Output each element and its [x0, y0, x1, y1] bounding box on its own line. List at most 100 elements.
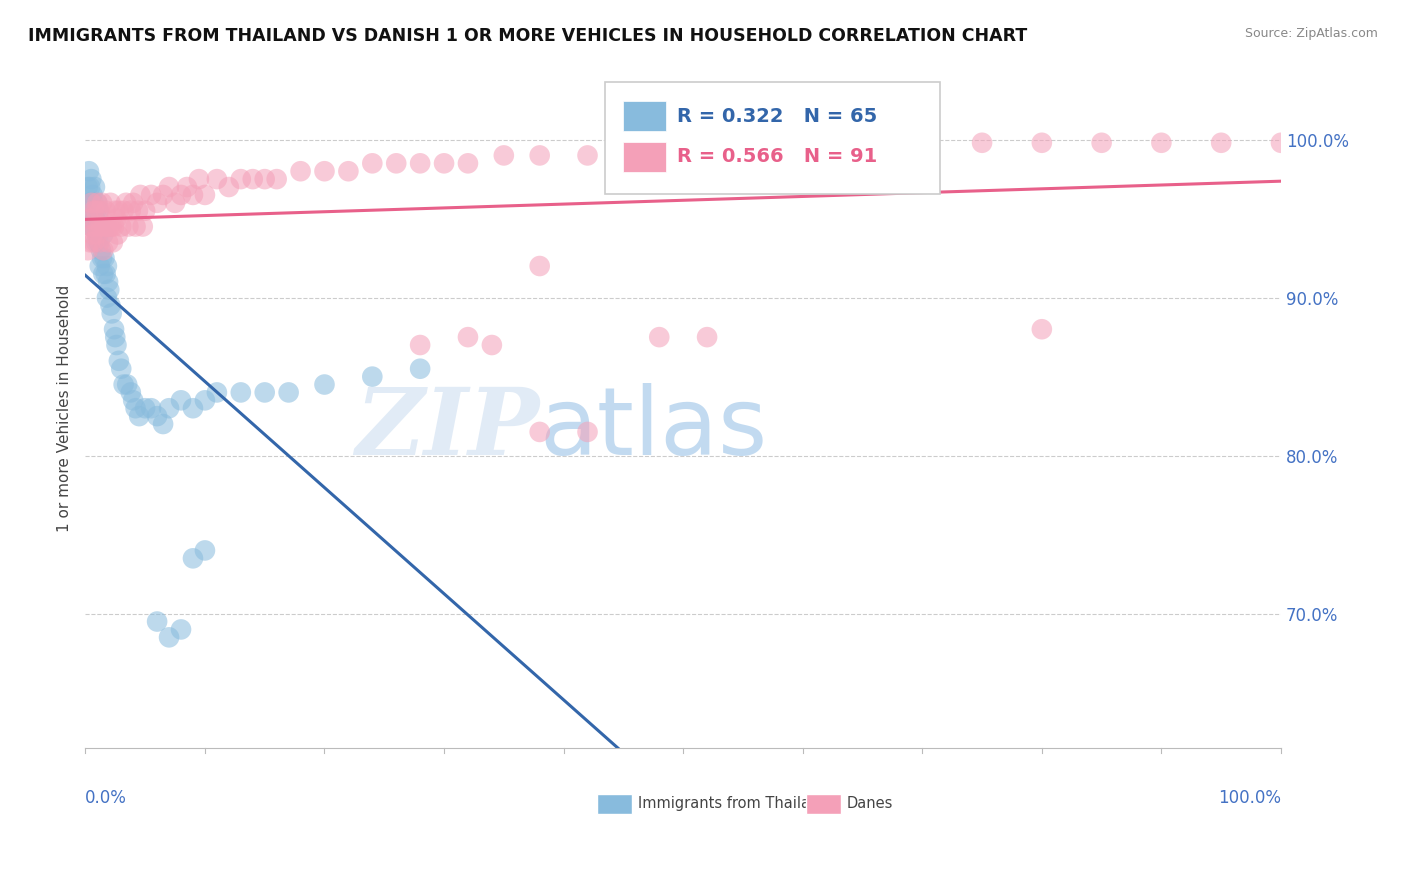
Point	[115, 195, 138, 210]
Point	[91, 195, 114, 210]
Text: Immigrants from Thailand: Immigrants from Thailand	[638, 797, 828, 811]
Point	[84, 203, 107, 218]
Point	[77, 195, 100, 210]
Point	[84, 211, 107, 226]
Point	[82, 227, 104, 242]
Point	[314, 164, 336, 178]
Point	[90, 244, 112, 258]
Point	[242, 172, 264, 186]
Point	[314, 377, 336, 392]
FancyBboxPatch shape	[623, 142, 666, 172]
Point	[229, 385, 252, 400]
Point	[101, 235, 124, 250]
Point	[93, 251, 115, 265]
Point	[205, 385, 228, 400]
Point	[648, 330, 671, 344]
Point	[107, 227, 129, 242]
Point	[84, 180, 107, 194]
Point	[100, 306, 122, 320]
Point	[103, 322, 125, 336]
Point	[970, 136, 993, 150]
Point	[218, 180, 240, 194]
Text: 0.0%: 0.0%	[86, 789, 128, 806]
Point	[122, 393, 145, 408]
Point	[146, 615, 169, 629]
Point	[91, 227, 114, 242]
Point	[120, 203, 142, 218]
Point	[672, 140, 695, 154]
Point	[139, 188, 162, 202]
Point	[82, 211, 104, 226]
Point	[481, 338, 503, 352]
Point	[128, 409, 150, 424]
Point	[139, 401, 162, 416]
Point	[83, 219, 105, 234]
Point	[911, 140, 934, 154]
Point	[105, 338, 128, 352]
Point	[361, 156, 384, 170]
Point	[86, 227, 108, 242]
Point	[91, 219, 114, 234]
Point	[194, 393, 217, 408]
Point	[529, 148, 551, 162]
Y-axis label: 1 or more Vehicles in Household: 1 or more Vehicles in Household	[58, 285, 72, 532]
Point	[152, 417, 174, 431]
Point	[433, 156, 456, 170]
Point	[100, 299, 122, 313]
Text: ZIP: ZIP	[356, 384, 540, 474]
Point	[163, 195, 186, 210]
Point	[86, 195, 108, 210]
Point	[104, 203, 127, 218]
Point	[529, 425, 551, 439]
Point	[105, 211, 128, 226]
Point	[77, 164, 100, 178]
Text: IMMIGRANTS FROM THAILAND VS DANISH 1 OR MORE VEHICLES IN HOUSEHOLD CORRELATION C: IMMIGRANTS FROM THAILAND VS DANISH 1 OR …	[28, 27, 1028, 45]
Point	[82, 188, 104, 202]
Point	[124, 401, 146, 416]
Point	[96, 291, 118, 305]
Point	[97, 235, 120, 250]
Point	[83, 203, 105, 218]
Point	[79, 235, 101, 250]
Point	[115, 377, 138, 392]
Point	[146, 195, 169, 210]
Point	[409, 361, 432, 376]
Point	[94, 267, 117, 281]
Point	[409, 338, 432, 352]
Point	[576, 148, 599, 162]
FancyBboxPatch shape	[598, 794, 631, 814]
Point	[624, 148, 647, 162]
Point	[80, 219, 103, 234]
Point	[108, 354, 131, 368]
Text: Danes: Danes	[846, 797, 893, 811]
Point	[89, 203, 111, 218]
Point	[157, 401, 180, 416]
Point	[127, 203, 149, 218]
Point	[277, 385, 299, 400]
Point	[696, 330, 718, 344]
Point	[89, 235, 111, 250]
Point	[122, 195, 145, 210]
Point	[108, 203, 131, 218]
Point	[290, 164, 312, 178]
Point	[83, 235, 105, 250]
Point	[90, 219, 112, 234]
Point	[146, 409, 169, 424]
Point	[110, 361, 132, 376]
Point	[266, 172, 288, 186]
Point	[87, 235, 110, 250]
Point	[104, 330, 127, 344]
FancyBboxPatch shape	[606, 82, 941, 194]
Point	[98, 219, 121, 234]
Point	[134, 401, 156, 416]
Point	[124, 219, 146, 234]
Point	[80, 195, 103, 210]
Point	[91, 244, 114, 258]
Point	[457, 156, 479, 170]
Point	[194, 543, 217, 558]
Text: atlas: atlas	[540, 383, 768, 475]
FancyBboxPatch shape	[806, 794, 841, 814]
FancyBboxPatch shape	[623, 101, 666, 131]
Point	[86, 227, 108, 242]
Point	[337, 164, 360, 178]
